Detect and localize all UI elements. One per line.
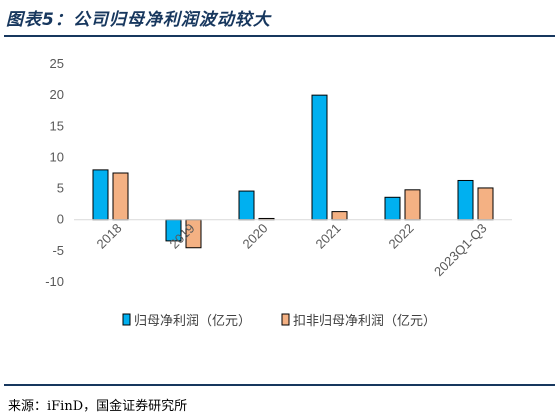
y-tick-label: 25 <box>50 56 64 71</box>
x-tick-label: 2023Q1-Q3 <box>431 221 490 280</box>
source-note: 来源：iFinD，国金证券研究所 <box>8 399 188 414</box>
bar-series-1 <box>384 196 401 221</box>
bar-series-1 <box>238 190 255 221</box>
x-tick-label: 2018 <box>94 221 125 252</box>
y-tick-label: 5 <box>57 181 64 196</box>
x-axis: 2018 2019 2020 2021 2022 2023Q1-Q3 <box>94 221 490 280</box>
x-tick-label: 2021 <box>313 221 344 252</box>
bar-series-1 <box>92 169 109 221</box>
bar-series-2 <box>477 187 494 221</box>
y-axis: 25 20 15 10 5 0 -5 -10 <box>45 56 64 289</box>
legend-swatch-1 <box>122 313 131 326</box>
legend-label-2: 扣非归母净利润（亿元） <box>293 314 436 329</box>
bar-series-2 <box>331 211 348 221</box>
y-tick-label: -5 <box>52 243 64 258</box>
footer-rule <box>4 384 555 386</box>
y-tick-label: 20 <box>50 87 64 102</box>
bar-group <box>92 94 494 249</box>
legend-swatch-2 <box>281 313 290 326</box>
y-tick-label: 10 <box>50 149 64 164</box>
bar-series-1 <box>311 94 328 221</box>
legend-label-1: 归母净利润（亿元） <box>134 314 251 329</box>
x-tick-label: 2022 <box>386 221 417 252</box>
bar-series-2 <box>112 172 129 221</box>
title-rule <box>4 35 555 37</box>
y-tick-label: -10 <box>45 274 64 289</box>
y-tick-label: 15 <box>50 118 64 133</box>
legend: 归母净利润（亿元） 扣非归母净利润（亿元） <box>122 313 436 329</box>
x-tick-label: 2020 <box>240 221 271 252</box>
y-tick-label: 0 <box>57 212 64 227</box>
bar-series-1 <box>457 179 474 221</box>
bar-series-2 <box>404 189 421 221</box>
figure-title: 图表5：公司归母净利润波动较大 <box>6 10 271 30</box>
